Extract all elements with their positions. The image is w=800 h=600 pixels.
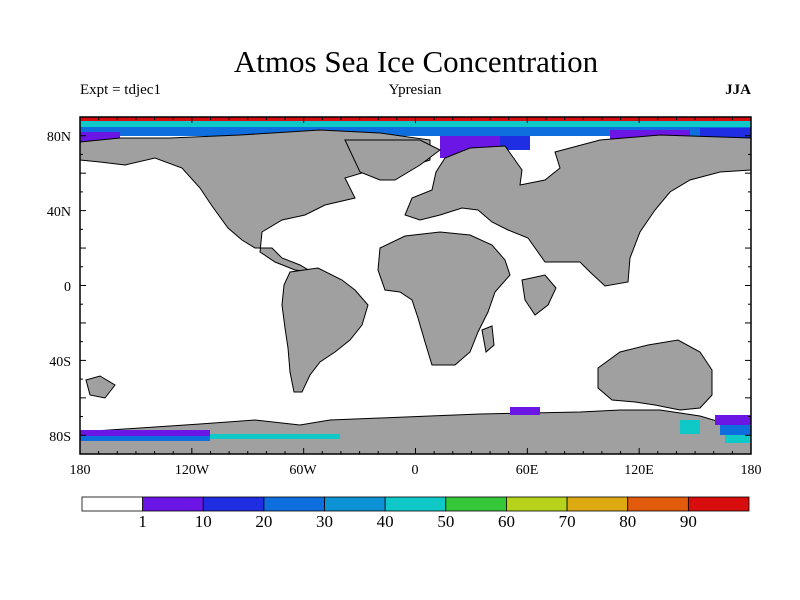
lon-tick-label: 180 <box>70 463 91 478</box>
arctic-ice-band <box>80 127 751 136</box>
colorbar-label: 30 <box>316 512 333 531</box>
antarctic-ice-band <box>210 434 340 439</box>
experiment-label: Expt = tdjec1 <box>80 82 161 98</box>
period-label: Ypresian <box>388 82 442 98</box>
colorbar-labels: 1 10 20 30 40 50 60 70 80 90 <box>138 512 696 531</box>
colorbar-label: 80 <box>619 512 636 531</box>
arctic-ice-patch <box>500 136 530 150</box>
antarctic-ice-band <box>80 436 210 441</box>
lon-tick-label: 120W <box>175 463 210 478</box>
colorbar-box <box>687 496 750 512</box>
colorbar-box <box>202 496 265 512</box>
eurasia-landmass <box>404 134 751 287</box>
colorbar-label: 90 <box>680 512 697 531</box>
colorbar-box <box>445 496 507 512</box>
lat-tick-label: 0 <box>64 280 71 295</box>
antarctic-ice-patch <box>725 435 751 443</box>
colorbar-box <box>263 496 325 512</box>
australia-landmass <box>597 339 713 411</box>
india-landmass <box>521 274 557 316</box>
north-america-landmass <box>80 129 431 273</box>
lon-tick-label: 120E <box>624 463 654 478</box>
lat-tick-label: 40S <box>49 355 71 370</box>
new-zealand-landmass <box>85 375 116 399</box>
axis-ticks <box>79 116 752 455</box>
colorbar-label: 70 <box>559 512 576 531</box>
africa-landmass <box>377 231 511 366</box>
colorbar-label: 20 <box>255 512 272 531</box>
south-america-landmass <box>281 267 369 393</box>
lat-tick-label: 40N <box>47 205 71 220</box>
map-plot-area <box>80 117 751 454</box>
colorbar-box <box>566 496 629 512</box>
antarctic-ice-patch <box>720 425 751 435</box>
colorbar-box <box>81 496 144 512</box>
colorbar-label: 40 <box>377 512 394 531</box>
colorbar-box <box>324 496 386 512</box>
colorbar-box <box>142 496 204 512</box>
lon-tick-label: 180 <box>741 463 762 478</box>
colorbar <box>81 496 750 512</box>
lon-tick-label: 60E <box>516 463 539 478</box>
colorbar-box <box>627 496 689 512</box>
arctic-ice-band <box>80 121 751 127</box>
colorbar-box <box>506 496 568 512</box>
colorbar-label: 1 <box>138 512 147 531</box>
map-title: Atmos Sea Ice Concentration <box>233 44 599 79</box>
season-label: JJA <box>725 82 751 98</box>
lon-tick-label: 60W <box>289 463 317 478</box>
colorbar-label: 50 <box>437 512 454 531</box>
colorbar-label: 10 <box>195 512 212 531</box>
colorbar-label: 60 <box>498 512 515 531</box>
lon-tick-label: 0 <box>412 463 419 478</box>
lat-tick-label: 80N <box>47 130 71 145</box>
madagascar-landmass <box>481 325 495 353</box>
colorbar-box <box>384 496 447 512</box>
antarctic-ice-band <box>80 430 210 436</box>
antarctic-ice-patch <box>510 407 540 415</box>
antarctic-ice-patch <box>680 420 700 434</box>
antarctic-ice-patch <box>715 415 751 425</box>
greenland-landmass <box>344 139 441 181</box>
lat-tick-label: 80S <box>49 430 71 445</box>
